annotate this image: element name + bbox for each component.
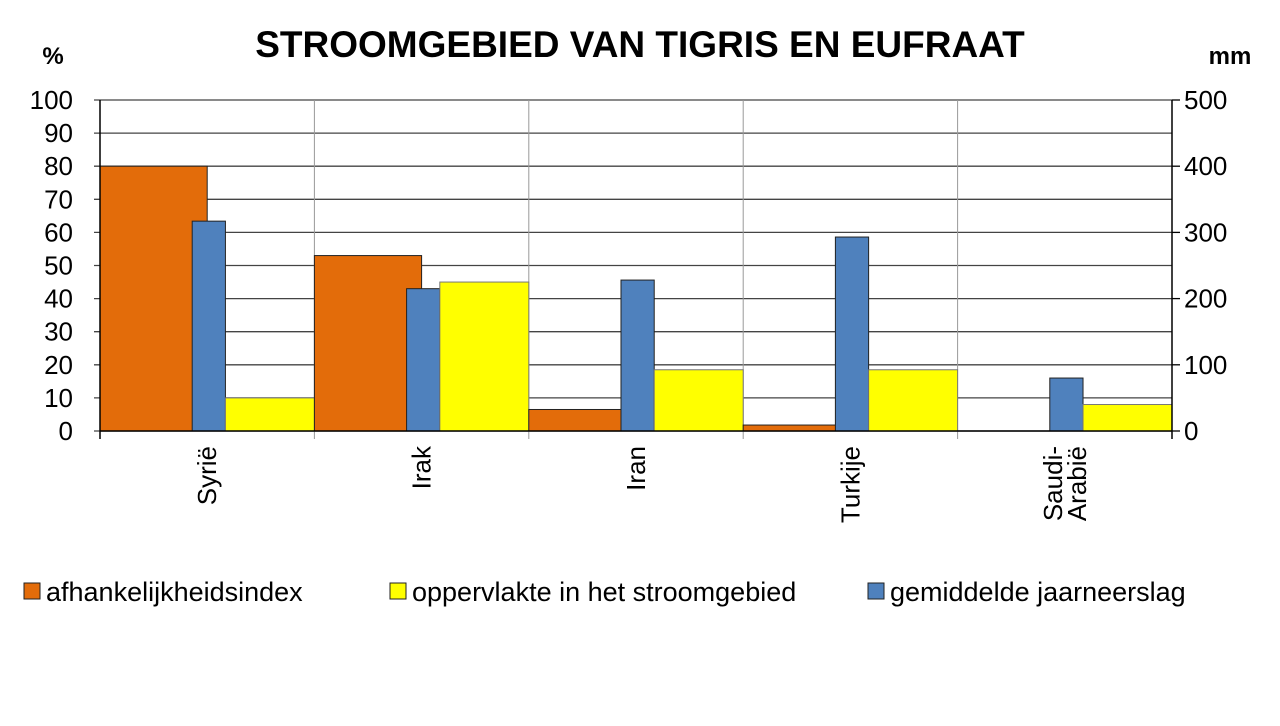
bar-oppervlakte-in-het-stroomgebied <box>868 369 959 432</box>
legend-swatch <box>389 582 407 600</box>
bar-oppervlakte-in-het-stroomgebied <box>653 369 744 432</box>
left-tick-label: 30 <box>44 317 73 347</box>
legend-swatch <box>23 582 41 600</box>
left-tick-label: 100 <box>30 85 73 115</box>
category-label: Irak <box>407 445 437 489</box>
bar-afhankelijkheidsindex <box>313 255 423 432</box>
legend-label: oppervlakte in het stroomgebied <box>412 577 796 607</box>
left-tick-label: 70 <box>44 184 73 214</box>
bar-gemiddelde-jaarneerslag <box>191 220 226 432</box>
bar-oppervlakte-in-het-stroomgebied <box>439 281 530 432</box>
chart-title: STROOMGEBIED VAN TIGRIS EN EUFRAAT <box>255 24 1025 65</box>
legend: afhankelijkheidsindex oppervlakte in het … <box>23 577 1186 607</box>
bar-afhankelijkheidsindex <box>742 424 851 432</box>
left-tick-label: 20 <box>44 350 73 380</box>
right-tick-label: 200 <box>1184 284 1227 314</box>
bar-afhankelijkheidsindex <box>99 165 208 432</box>
bar-oppervlakte-in-het-stroomgebied <box>224 397 315 432</box>
left-tick-label: 80 <box>44 151 73 181</box>
right-tick-label: 300 <box>1184 217 1227 247</box>
category-label: Syrië <box>192 446 222 505</box>
right-tick-label: 100 <box>1184 350 1227 380</box>
right-tick-label: 0 <box>1184 416 1198 446</box>
right-axis-unit: mm <box>1209 43 1252 70</box>
left-tick-label: 0 <box>59 416 73 446</box>
bar-gemiddelde-jaarneerslag <box>620 279 655 432</box>
bar-gemiddelde-jaarneerslag <box>834 236 870 432</box>
left-axis-unit: % <box>42 43 63 70</box>
right-tick-label: 500 <box>1184 85 1227 115</box>
legend-label: afhankelijkheidsindex <box>46 577 303 607</box>
left-tick-label: 50 <box>44 251 73 281</box>
category-label: Saudi-Arabië <box>1038 446 1092 521</box>
left-tick-label: 60 <box>44 217 73 247</box>
left-tick-label: 90 <box>44 118 73 148</box>
bar-gemiddelde-jaarneerslag <box>1049 377 1084 432</box>
left-tick-label: 10 <box>44 383 73 413</box>
axes <box>99 99 1180 439</box>
left-tick-label: 40 <box>44 284 73 314</box>
legend-label: gemiddelde jaarneerslag <box>890 577 1186 607</box>
bars <box>99 165 1173 432</box>
right-tick-label: 400 <box>1184 151 1227 181</box>
bar-afhankelijkheidsindex <box>528 408 637 432</box>
bar-oppervlakte-in-het-stroomgebied <box>1082 404 1173 432</box>
labels: 01020304050607080901000100200300400500Sy… <box>30 85 1228 523</box>
category-label: Iran <box>621 446 651 491</box>
legend-swatch <box>867 582 885 600</box>
category-label: Turkije <box>835 446 865 523</box>
bar-gemiddelde-jaarneerslag <box>406 288 441 432</box>
